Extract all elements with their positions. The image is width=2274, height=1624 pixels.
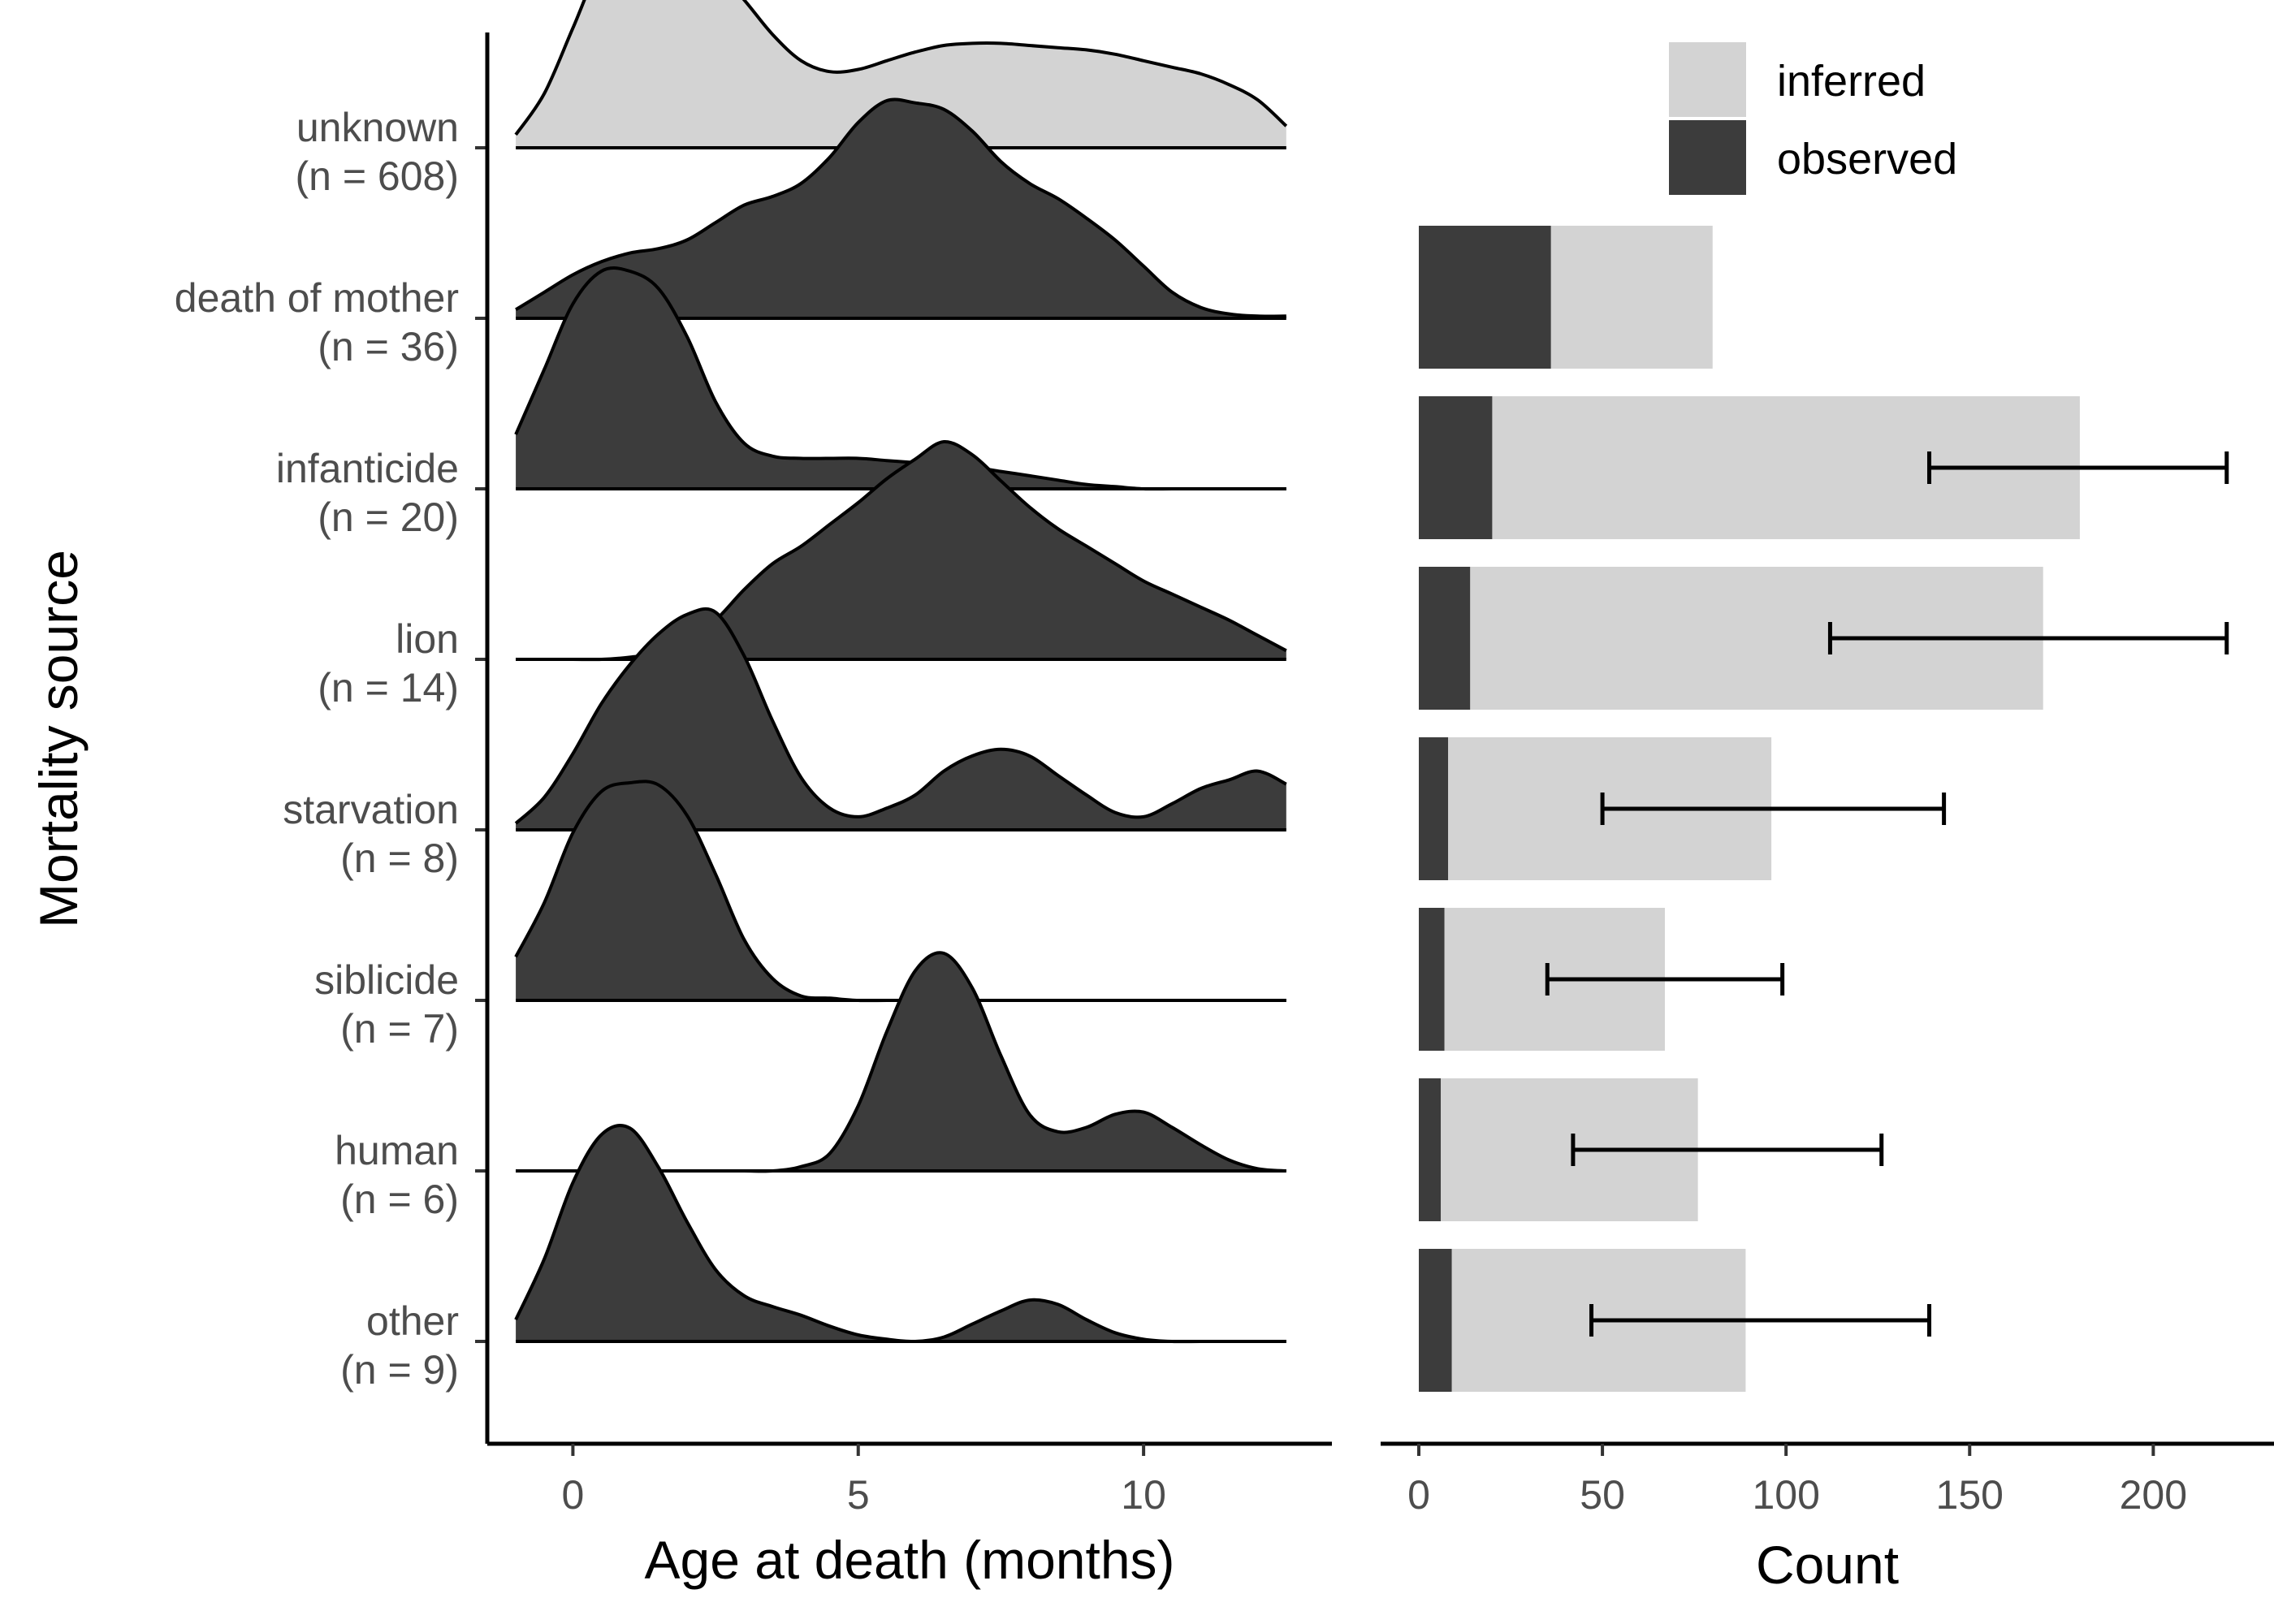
bar-x-ticks: 0 50 100 150 200: [1407, 1444, 2187, 1518]
error-bar-human: [1571, 1134, 1884, 1166]
ridge-fill-starvation: [516, 608, 1286, 830]
ridgeline-x-axis-title: Age at death (months): [644, 1530, 1174, 1590]
bar-x-tick-label-100: 100: [1752, 1472, 1819, 1518]
ridge-other: [514, 1124, 1286, 1344]
ridge-label-n-lion: (n = 14): [318, 665, 459, 710]
ridge-label-siblicide: siblicide: [314, 957, 459, 1003]
bar-x-tick-label-50: 50: [1580, 1472, 1625, 1518]
ridgeline-y-axis-title: Mortality source: [28, 550, 89, 928]
ridgeline-category-labels: unknown(n = 608) death of mother(n = 36) i…: [175, 105, 487, 1393]
ridge-label-n-death-of-mother: (n = 36): [318, 324, 459, 369]
bar-observed-other: [1419, 1249, 1452, 1392]
ridge-label-n-infanticide: (n = 20): [318, 495, 459, 540]
bar-inferred-death-of-mother: [1550, 226, 1713, 369]
ridge-fill-infanticide: [516, 268, 1286, 490]
ridge-outline-unknown: [514, 0, 1288, 136]
ridge-fill-other: [516, 1125, 1286, 1342]
ridge-fill-unknown: [516, 0, 1286, 148]
bar-observed-human: [1419, 1078, 1442, 1221]
ridgeline-x-ticks: 0 5 10: [561, 1444, 1166, 1518]
ridge-label-n-siblicide: (n = 7): [340, 1006, 459, 1052]
error-bar-marks: [1545, 451, 2229, 1337]
legend-swatch-observed: [1669, 120, 1746, 195]
ridge-x-tick-label-0: 0: [561, 1472, 584, 1518]
legend-label-observed: observed: [1777, 135, 1957, 184]
bar-x-axis-title: Count: [1756, 1535, 1899, 1595]
ridge-x-tick-label-10: 10: [1121, 1472, 1166, 1518]
bar-x-tick-label-0: 0: [1407, 1472, 1430, 1518]
legend: inferred observed: [1669, 42, 1957, 195]
bar-observed-infanticide: [1419, 396, 1493, 539]
legend-label-inferred: inferred: [1777, 57, 1926, 106]
ridge-label-starvation: starvation: [283, 787, 459, 832]
error-bar-siblicide: [1545, 963, 1785, 996]
ridge-label-death-of-mother: death of mother: [175, 275, 459, 321]
legend-swatch-inferred: [1669, 42, 1746, 117]
error-bar-lion: [1827, 622, 2229, 654]
ridge-label-n-human: (n = 6): [340, 1177, 459, 1222]
ridge-x-tick-label-5: 5: [847, 1472, 870, 1518]
bar-panel: 0 50 100 150 200 Count inferred observed: [1381, 42, 2274, 1595]
ridgeline-curves: [514, 0, 1288, 1344]
ridge-outline-death-of-mother: [515, 97, 1286, 318]
ridge-label-other: other: [366, 1298, 459, 1344]
bar-observed-death-of-mother: [1419, 226, 1551, 369]
bar-x-tick-label-200: 200: [2120, 1472, 2187, 1518]
error-bar-infanticide: [1927, 451, 2229, 484]
bar-observed-siblicide: [1419, 908, 1445, 1051]
ridge-fill-human: [516, 952, 1286, 1172]
ridge-label-unknown: unknown: [296, 105, 459, 150]
error-bar-starvation: [1600, 793, 1947, 825]
bar-observed-lion: [1419, 567, 1471, 710]
ridge-label-infanticide: infanticide: [276, 446, 459, 491]
ridge-fill-siblicide: [516, 781, 1286, 1001]
ridge-fill-death-of-mother: [516, 99, 1286, 318]
ridge-outline-starvation: [514, 607, 1287, 825]
bar-observed-starvation: [1419, 737, 1449, 880]
ridge-label-lion: lion: [396, 616, 459, 662]
ridge-fill-lion: [516, 441, 1286, 660]
ridgeline-panel: unknown(n = 608) death of mother(n = 36) i…: [28, 0, 1332, 1590]
ridge-label-n-unknown: (n = 608): [295, 153, 459, 199]
ridge-label-n-starvation: (n = 8): [340, 836, 459, 881]
bar-x-tick-label-150: 150: [1936, 1472, 2004, 1518]
ridge-label-n-other: (n = 9): [340, 1347, 459, 1393]
ridge-label-human: human: [335, 1128, 459, 1173]
error-bar-other: [1589, 1304, 1932, 1337]
